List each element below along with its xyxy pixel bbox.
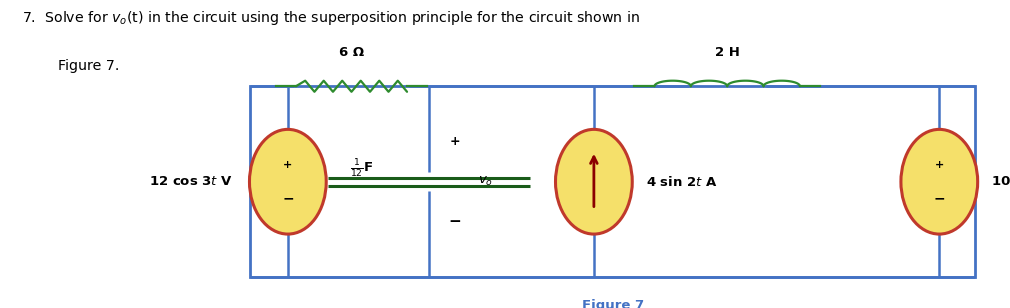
Text: $v_o$: $v_o$ — [478, 175, 493, 188]
Text: 4 sin 2$t$ A: 4 sin 2$t$ A — [646, 175, 718, 189]
Text: 2 H: 2 H — [715, 46, 739, 59]
Text: Figure 7: Figure 7 — [582, 299, 643, 308]
Ellipse shape — [556, 129, 632, 234]
Text: 10 V: 10 V — [992, 175, 1010, 188]
Text: 7.  Solve for $v_o$(t) in the circuit using the superposition principle for the : 7. Solve for $v_o$(t) in the circuit usi… — [22, 9, 640, 27]
Text: +: + — [934, 160, 944, 170]
Ellipse shape — [249, 129, 326, 234]
Text: +: + — [283, 160, 293, 170]
Text: −: − — [282, 192, 294, 206]
Text: −: − — [933, 192, 945, 206]
Text: +: + — [449, 135, 460, 148]
Bar — [250, 86, 975, 277]
Text: $\frac{1}{12}$F: $\frac{1}{12}$F — [350, 158, 374, 180]
Text: 12 cos 3$t$ V: 12 cos 3$t$ V — [148, 175, 232, 188]
Ellipse shape — [901, 129, 978, 234]
Text: −: − — [448, 214, 461, 229]
Text: 6 Ω: 6 Ω — [339, 46, 364, 59]
Text: Figure 7.: Figure 7. — [58, 59, 119, 72]
